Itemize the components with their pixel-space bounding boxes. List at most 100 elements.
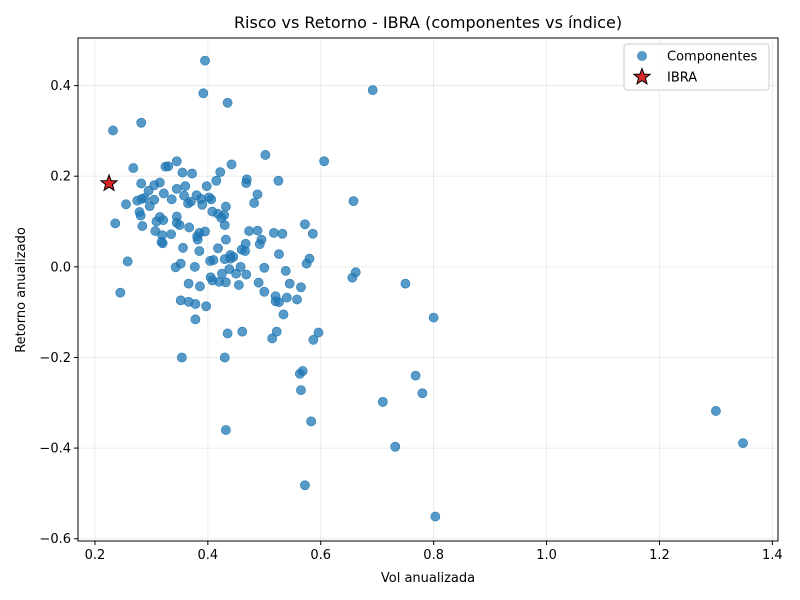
component-point [259, 286, 270, 297]
component-point [296, 282, 306, 293]
component-point [201, 301, 212, 312]
component-point [128, 163, 139, 173]
component-point [136, 178, 147, 189]
y-tick-label: 0.2 [50, 170, 71, 185]
component-point [190, 299, 201, 309]
component-point [267, 333, 278, 344]
legend-label-componentes: Componentes [667, 50, 757, 65]
component-point [110, 218, 121, 229]
component-point [738, 438, 748, 449]
component-point [115, 287, 126, 298]
component-point [166, 229, 177, 240]
component-point [136, 193, 147, 204]
component-point [221, 277, 231, 288]
component-point [241, 178, 252, 188]
component-point [171, 156, 182, 167]
component-point [179, 190, 190, 201]
component-point [253, 277, 264, 288]
component-point [221, 201, 231, 212]
component-point [313, 327, 324, 338]
x-tick-label: 0.8 [423, 548, 444, 563]
component-point [158, 188, 169, 199]
chart-title: Risco vs Retorno - IBRA (componentes vs … [234, 13, 622, 32]
component-point [166, 194, 177, 205]
component-point [178, 242, 188, 253]
x-tick-label: 1.4 [762, 548, 783, 563]
component-point [348, 196, 359, 207]
component-point [307, 228, 318, 239]
component-point [274, 249, 284, 260]
component-point [219, 352, 230, 363]
component-point [300, 480, 310, 491]
x-tick-label: 0.4 [197, 548, 218, 563]
component-point [177, 167, 188, 178]
component-point [273, 175, 284, 186]
plot-frame [77, 37, 779, 542]
component-point [278, 309, 289, 320]
component-point [221, 234, 231, 245]
y-tick-label: −0.6 [39, 532, 71, 547]
component-point [200, 55, 210, 66]
component-point [240, 246, 250, 256]
component-point [301, 258, 312, 269]
x-axis-label: Vol anualizada [381, 571, 475, 586]
x-tick-label: 0.2 [85, 548, 106, 563]
component-point [233, 280, 244, 290]
component-point [184, 222, 195, 233]
component-point [136, 117, 147, 128]
component-point [417, 388, 428, 399]
axis-ticks: 0.2 0.4 0.6 0.8 1.0 1.2 1.4 −0.6 −0.4 −0.2 0.0 0.2 0… [39, 79, 782, 563]
component-point [235, 261, 246, 272]
component-point [213, 243, 223, 254]
component-point [170, 262, 181, 273]
component-point [121, 199, 131, 210]
component-point [151, 216, 162, 227]
component-point [198, 88, 209, 99]
component-point [252, 225, 263, 236]
component-point [711, 406, 721, 416]
component-point [306, 416, 317, 427]
x-tick-label: 0.6 [310, 548, 331, 563]
component-point [428, 312, 439, 323]
component-point [206, 194, 217, 205]
component-point [187, 168, 197, 179]
y-tick-label: 0.0 [50, 260, 71, 275]
component-point [226, 159, 237, 170]
component-point [221, 425, 231, 435]
component-point [274, 297, 284, 308]
component-point [231, 268, 241, 279]
legend-frame [623, 43, 770, 91]
component-point [241, 269, 252, 280]
component-point [180, 181, 191, 192]
component-point [195, 281, 205, 292]
component-point [377, 396, 388, 407]
component-point [249, 198, 260, 208]
component-point [137, 221, 148, 231]
component-point [430, 511, 441, 522]
component-point [225, 253, 236, 264]
component-point [254, 239, 265, 250]
component-point [367, 85, 378, 96]
component-point [237, 326, 248, 337]
y-tick-label: 0.4 [50, 79, 71, 94]
component-point [171, 183, 182, 194]
y-axis-label: Retorno anualizado [14, 227, 29, 353]
component-point [284, 278, 295, 289]
component-point [157, 238, 168, 249]
data-points [99, 55, 748, 522]
component-point [201, 181, 212, 192]
component-point [294, 368, 305, 379]
component-point [208, 255, 219, 265]
component-point [292, 294, 302, 305]
component-point [190, 314, 201, 325]
component-point [296, 385, 306, 395]
component-point [260, 150, 271, 160]
component-point [244, 226, 254, 236]
component-point [194, 246, 205, 256]
component-point [135, 210, 146, 221]
component-point [217, 268, 227, 279]
component-point [410, 370, 421, 381]
component-point [222, 328, 233, 339]
legend-marker-componentes [637, 51, 647, 61]
